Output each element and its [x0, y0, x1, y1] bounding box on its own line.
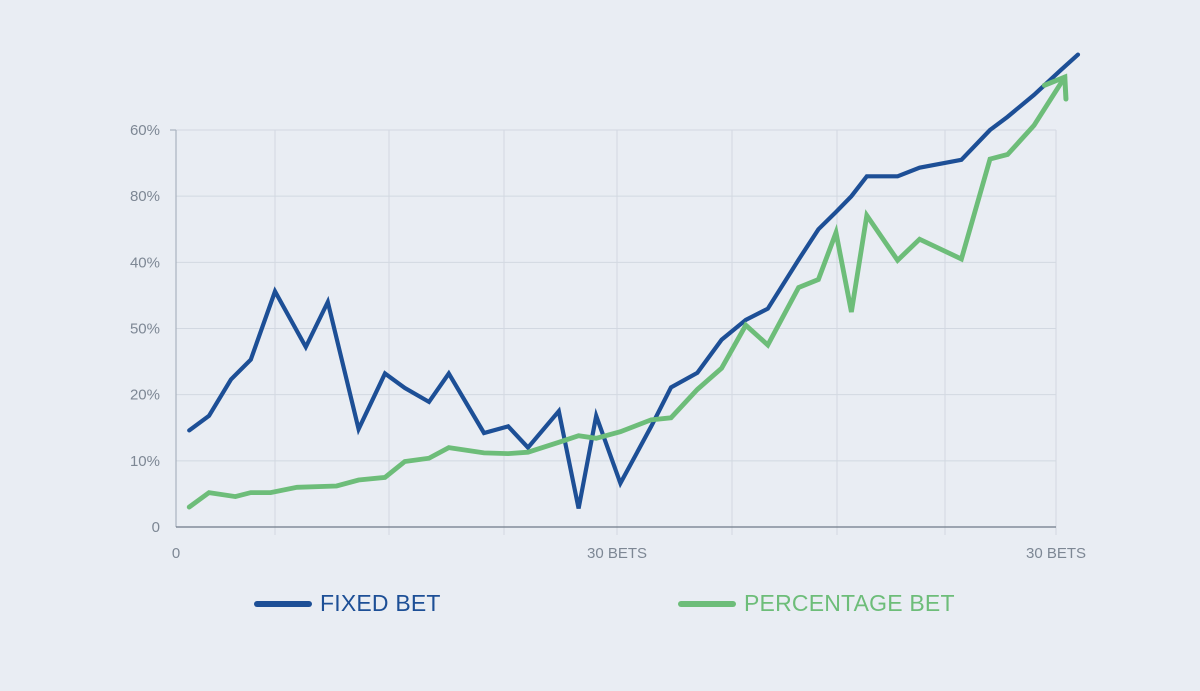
legend-swatch-percentage-bet	[678, 600, 736, 607]
y-tick-label: 50%	[130, 321, 160, 338]
legend-swatch-fixed-bet	[254, 600, 312, 607]
y-tick-label: 10%	[130, 453, 160, 470]
series	[186, 52, 1081, 510]
series-line-fixed-bet	[187, 52, 1081, 509]
series-end-arrow	[1041, 73, 1069, 102]
y-tick-label: 60%	[130, 122, 160, 139]
legend-label-fixed-bet: FIXED BET	[320, 590, 441, 616]
grid	[176, 129, 1057, 535]
x-tick-label: 30 BETS	[587, 545, 647, 562]
x-tick-label: 0	[172, 545, 180, 562]
y-tick-label: 20%	[130, 387, 160, 404]
y-tick-label: 40%	[130, 254, 160, 271]
legend-item-percentage-bet: PERCENTAGE BET	[678, 590, 955, 617]
y-tick-label: 80%	[130, 188, 160, 205]
y-tick-label: 0	[152, 519, 160, 536]
x-tick-label: 30 BETS	[1026, 545, 1086, 562]
axes	[170, 129, 1056, 528]
series-line-percentage-bet	[186, 74, 1068, 510]
tick-labels: 0 10% 20% 50% 40% 80% 60% 0 30 BETS 30 BETS	[130, 122, 1086, 562]
legend-label-percentage-bet: PERCENTAGE BET	[744, 590, 955, 616]
legend-item-fixed-bet: FIXED BET	[254, 590, 441, 617]
